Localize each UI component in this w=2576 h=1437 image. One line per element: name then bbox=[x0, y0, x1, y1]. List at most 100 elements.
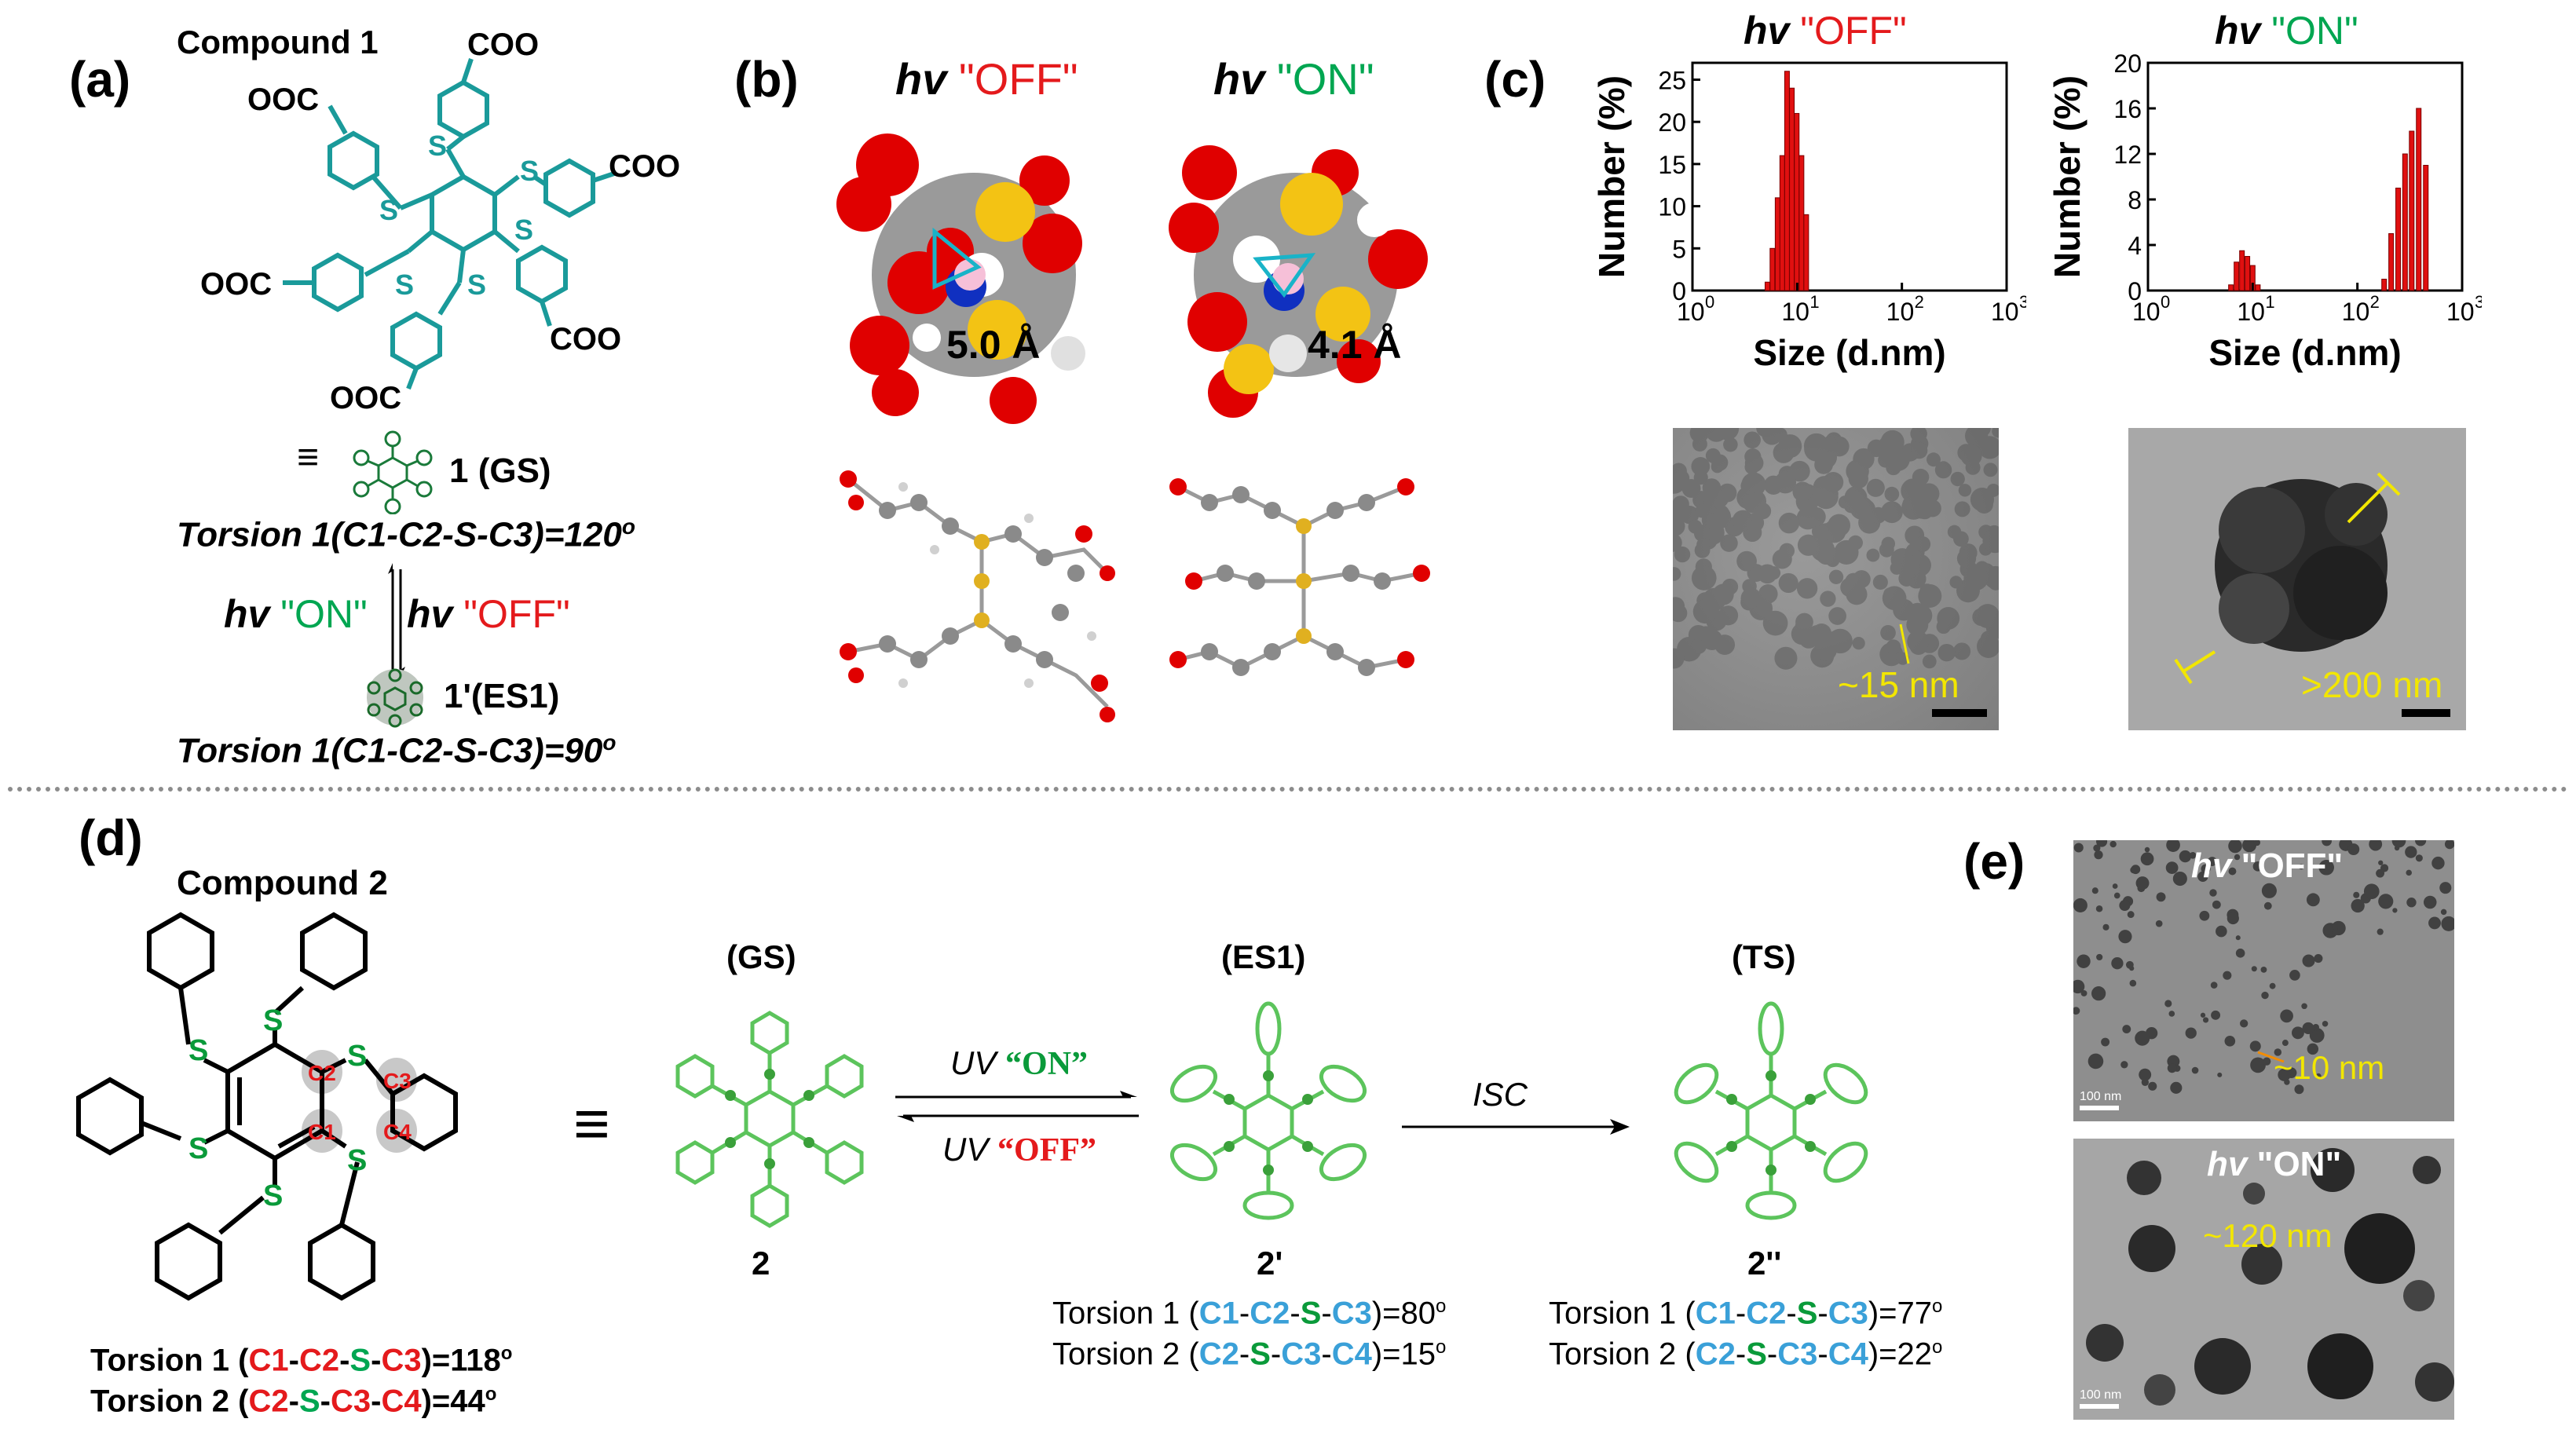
y-tick-label: 4 bbox=[2128, 232, 2142, 260]
tem-particle bbox=[1803, 433, 1829, 459]
x-tick-label: 10 bbox=[2342, 298, 2370, 326]
tem-particle bbox=[2278, 1068, 2291, 1081]
panel-label-d: (d) bbox=[79, 810, 143, 866]
tem-particle bbox=[1698, 626, 1714, 642]
tem-particle bbox=[2096, 953, 2103, 961]
carboxylate-label: COO bbox=[609, 149, 680, 184]
compound-1-structure: S S S S S S COO OOC COO OOC COO OOC bbox=[200, 27, 680, 415]
tem-particle bbox=[1778, 572, 1798, 594]
tem-particle bbox=[1823, 436, 1838, 451]
tem-particle bbox=[2439, 882, 2452, 894]
s-label: S bbox=[428, 130, 447, 162]
tem-particle bbox=[2119, 900, 2131, 912]
tem-particle bbox=[2164, 1000, 2172, 1007]
x-axis-label: Size (d.nm) bbox=[1753, 332, 1945, 373]
histogram-bar bbox=[2416, 108, 2422, 291]
tem-particle bbox=[2091, 887, 2098, 894]
tem-particle bbox=[1673, 533, 1682, 552]
tem-particle bbox=[1820, 591, 1836, 607]
compound-1-title: Compound 1 bbox=[177, 24, 379, 60]
tem-particle bbox=[1796, 506, 1820, 530]
y-axis-label: Number (%) bbox=[1591, 75, 1632, 278]
tem-particle bbox=[1911, 442, 1928, 459]
histogram-bar bbox=[1779, 155, 1785, 291]
plot-frame bbox=[1691, 61, 2008, 292]
tem-particle bbox=[2369, 840, 2383, 851]
histogram-bar bbox=[1769, 247, 1776, 291]
tem-particle bbox=[2211, 1010, 2221, 1020]
y-tick-label: 25 bbox=[1658, 66, 1686, 94]
histogram-bar bbox=[2234, 261, 2240, 291]
y-tick-label: 5 bbox=[1672, 235, 1686, 263]
tem-particle bbox=[2228, 867, 2237, 876]
tem-pointer-arrow bbox=[1899, 623, 1910, 664]
carboxylate-label: OOC bbox=[330, 381, 401, 415]
tem-particle bbox=[1983, 463, 1998, 477]
tem-particle bbox=[2129, 979, 2137, 987]
x-tick-exponent: 2 bbox=[1915, 292, 1924, 312]
tem-particle bbox=[1705, 428, 1728, 442]
tem-particle bbox=[1886, 639, 1901, 655]
state-label-es1: (ES1) bbox=[1221, 938, 1306, 975]
tem-particle bbox=[1992, 428, 1999, 438]
tem-particle bbox=[1956, 549, 1977, 569]
tem-particle bbox=[1954, 501, 1970, 517]
carboxylate-label: COO bbox=[550, 322, 621, 357]
tem-particle bbox=[1950, 471, 1965, 487]
tem-particle bbox=[2135, 876, 2150, 890]
tem-particle bbox=[2294, 1084, 2304, 1095]
tem-particle bbox=[1740, 587, 1762, 609]
isc-label: ISC bbox=[1473, 1076, 1528, 1113]
tem-particle bbox=[1720, 534, 1738, 552]
tem-texture bbox=[1673, 428, 1999, 670]
tem-particle bbox=[2392, 908, 2398, 913]
tem-particle bbox=[1691, 565, 1717, 591]
x-tick-label: 10 bbox=[2446, 298, 2475, 326]
tem-particle bbox=[2223, 971, 2232, 980]
s-label: S bbox=[520, 155, 539, 187]
x-tick-exponent: 1 bbox=[1809, 292, 1819, 312]
tem-particle bbox=[2251, 966, 2257, 972]
tem-image-off: ~15 nm bbox=[1673, 428, 1999, 730]
tem-particle bbox=[2405, 846, 2417, 858]
tem-particle bbox=[1915, 536, 1931, 552]
x-tick-label: 10 bbox=[1991, 298, 2019, 326]
histogram-bar bbox=[1789, 87, 1795, 291]
tem-particle bbox=[2202, 1017, 2209, 1023]
tem-particle bbox=[1714, 634, 1736, 656]
x-tick-exponent: 0 bbox=[2161, 292, 2170, 312]
tem-particle bbox=[1693, 470, 1708, 485]
tem-particle bbox=[1744, 453, 1764, 473]
tem-particle bbox=[1816, 543, 1838, 565]
molecule-2p-es1 bbox=[1170, 1001, 1367, 1220]
y-tick-label: 20 bbox=[2113, 49, 2142, 78]
panel-b-on-title: hv "ON" bbox=[1213, 54, 1374, 104]
tem-particle bbox=[2113, 892, 2120, 899]
y-tick-label: 15 bbox=[1658, 151, 1686, 179]
tem-particle bbox=[1828, 569, 1844, 584]
tem-particle bbox=[2260, 966, 2267, 973]
tem-particle bbox=[1739, 513, 1752, 527]
tem-particle bbox=[2249, 1040, 2261, 1052]
uv-reversible-arrows bbox=[895, 1091, 1139, 1122]
histogram-bar bbox=[2395, 188, 2402, 291]
histogram-bar bbox=[2423, 165, 2429, 291]
tem-particle bbox=[1778, 512, 1800, 534]
tem-particle bbox=[1913, 502, 1930, 519]
equiv-symbol: ≡ bbox=[573, 1088, 610, 1158]
tem-particle bbox=[1673, 470, 1690, 486]
ball-stick-model-on bbox=[1169, 478, 1430, 676]
tem-texture bbox=[2073, 840, 2454, 1095]
tem-particle bbox=[1960, 444, 1982, 466]
tem-particle bbox=[2170, 1081, 2183, 1094]
tem-particle bbox=[2197, 871, 2208, 882]
tem-particle bbox=[2088, 1053, 2104, 1070]
tem-particle bbox=[2228, 840, 2242, 854]
tem-particle bbox=[2191, 1066, 2199, 1074]
atom-label-c1: C1 bbox=[308, 1120, 336, 1144]
tem-particle bbox=[2306, 893, 2320, 907]
tem-particle bbox=[1937, 607, 1960, 630]
space-filling-model-on bbox=[1169, 145, 1428, 418]
histogram-bar bbox=[1798, 155, 1805, 291]
tem-particle bbox=[1963, 565, 1989, 591]
